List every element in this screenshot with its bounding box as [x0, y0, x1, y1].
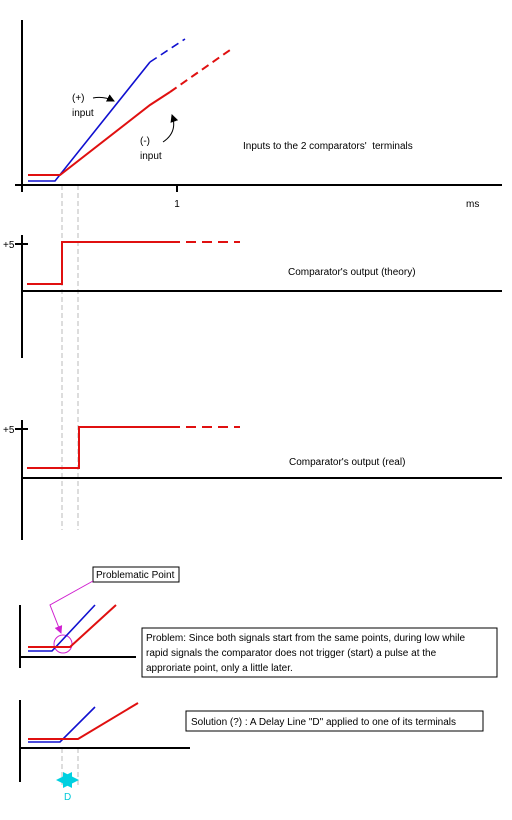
panel-theory: +5 Comparator's output (theory) [3, 235, 502, 358]
problem-line: Problem: Since both signals start from t… [146, 633, 465, 644]
level-label: +5 [3, 425, 15, 436]
plus-input: input [72, 108, 94, 119]
caption: Comparator's output (real) [289, 457, 405, 468]
callout: Problematic Point [96, 570, 175, 581]
problem-line: approriate point, only a little later. [146, 663, 293, 674]
minus-label: (-) [140, 136, 150, 147]
problem-line: rapid signals the comparator does not tr… [146, 648, 437, 659]
solution: Solution (?) : A Delay Line "D" applied … [191, 717, 456, 728]
plus-label: (+) [72, 93, 85, 104]
caption: Comparator's output (theory) [288, 267, 416, 278]
panel-inputs: 1 ms (+) input (-) input Inputs to the 2… [15, 20, 502, 210]
minus-input: input [140, 151, 162, 162]
panel-solution: Solution (?) : A Delay Line "D" applied … [19, 700, 484, 803]
level-label: +5 [3, 240, 15, 251]
panel-problem: Problematic Point Problem: Since both si… [19, 566, 498, 678]
panel-real: +5 Comparator's output (real) [3, 420, 502, 540]
unit-label: ms [466, 199, 479, 210]
caption: Inputs to the 2 comparators' terminals [243, 141, 413, 152]
tick-label: 1 [174, 199, 180, 210]
delay-label: D [64, 792, 71, 803]
